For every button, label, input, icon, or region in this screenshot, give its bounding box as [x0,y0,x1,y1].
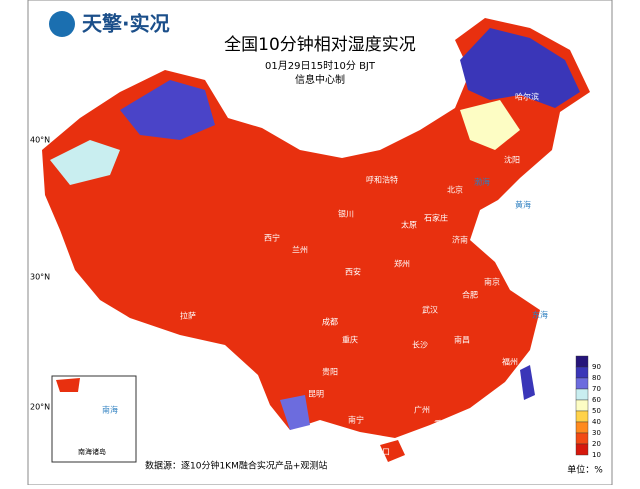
city-label: 沈阳 [504,155,520,165]
logo: 天擎·实况 [49,11,170,37]
sea-label: 渤海 [474,177,490,187]
inset-label: 南海诸岛 [78,447,106,456]
city-label: 香港 [434,419,450,429]
latitude-label: 40°N [30,136,50,145]
legend-label: 40 [592,418,601,426]
legend-label: 10 [592,451,601,459]
logo-text: 天擎·实况 [82,12,170,36]
city-label: 太原 [401,220,417,230]
city-label: 广州 [414,405,430,415]
legend-swatch [575,377,589,390]
city-label: 武汉 [422,305,438,315]
latitude-label: 30°N [30,273,50,282]
city-label: 南宁 [348,415,364,425]
source: 数据源：逐10分钟1KM融合实况产品+观测站 [145,460,327,472]
humid-patch [460,100,520,150]
city-label: 贵阳 [322,367,338,377]
legend-swatch [575,443,589,456]
city-label: 合肥 [462,290,478,300]
logo-globe [49,11,75,37]
city-label: 拉萨 [180,311,196,321]
legend-label: 70 [592,385,601,393]
city-label: 南京 [484,277,500,287]
latitude-label: 20°N [30,403,50,412]
city-label: 北京 [447,185,463,195]
legend-swatch [575,432,589,445]
humid-patch [460,28,580,108]
legend-unit: 单位：% [567,464,603,476]
inset-land [56,378,80,392]
city-label: 海口 [374,447,390,457]
legend-label: 30 [592,429,601,437]
city-label: 西安 [345,267,361,277]
city-label: 济南 [452,235,468,245]
city-label: 南昌 [454,335,470,345]
city-label: 兰州 [292,245,308,255]
sea-label: 东海 [532,310,548,320]
sea-label: 黄海 [515,200,531,210]
city-label: 银川 [338,209,354,219]
humid-patch [50,140,120,185]
city-label: 石家庄 [424,213,448,223]
legend-swatch [575,421,589,434]
city-label: 昆明 [308,390,324,399]
city-label: 成都 [322,317,338,327]
legend-label: 80 [592,374,601,382]
humid-patch [280,395,310,430]
city-label: 郑州 [394,259,410,269]
sea-label: 南海 [102,405,118,415]
legend-label: 20 [592,440,601,448]
city-label: 呼和浩特 [366,175,398,185]
issuer: 信息中心制 [295,73,345,86]
legend-swatch [575,399,589,412]
legend-label: 50 [592,407,601,415]
legend-swatch [575,410,589,423]
legend-label: 60 [592,396,601,404]
legend-swatch [575,366,589,379]
taiwan [520,365,535,400]
city-label: 长沙 [412,340,428,350]
city-label: 西宁 [264,233,280,243]
hainan [380,440,405,462]
legend-swatch [575,355,589,368]
city-label: 哈尔滨 [515,92,539,102]
title: 全国10分钟相对湿度实况 [224,35,416,55]
time: 01月29日15时10分 BJT [265,60,376,72]
city-label: 重庆 [342,335,358,345]
humid-patch [120,80,215,140]
legend-swatch [575,388,589,401]
legend-label: 90 [592,363,601,371]
city-label: 福州 [502,358,518,367]
